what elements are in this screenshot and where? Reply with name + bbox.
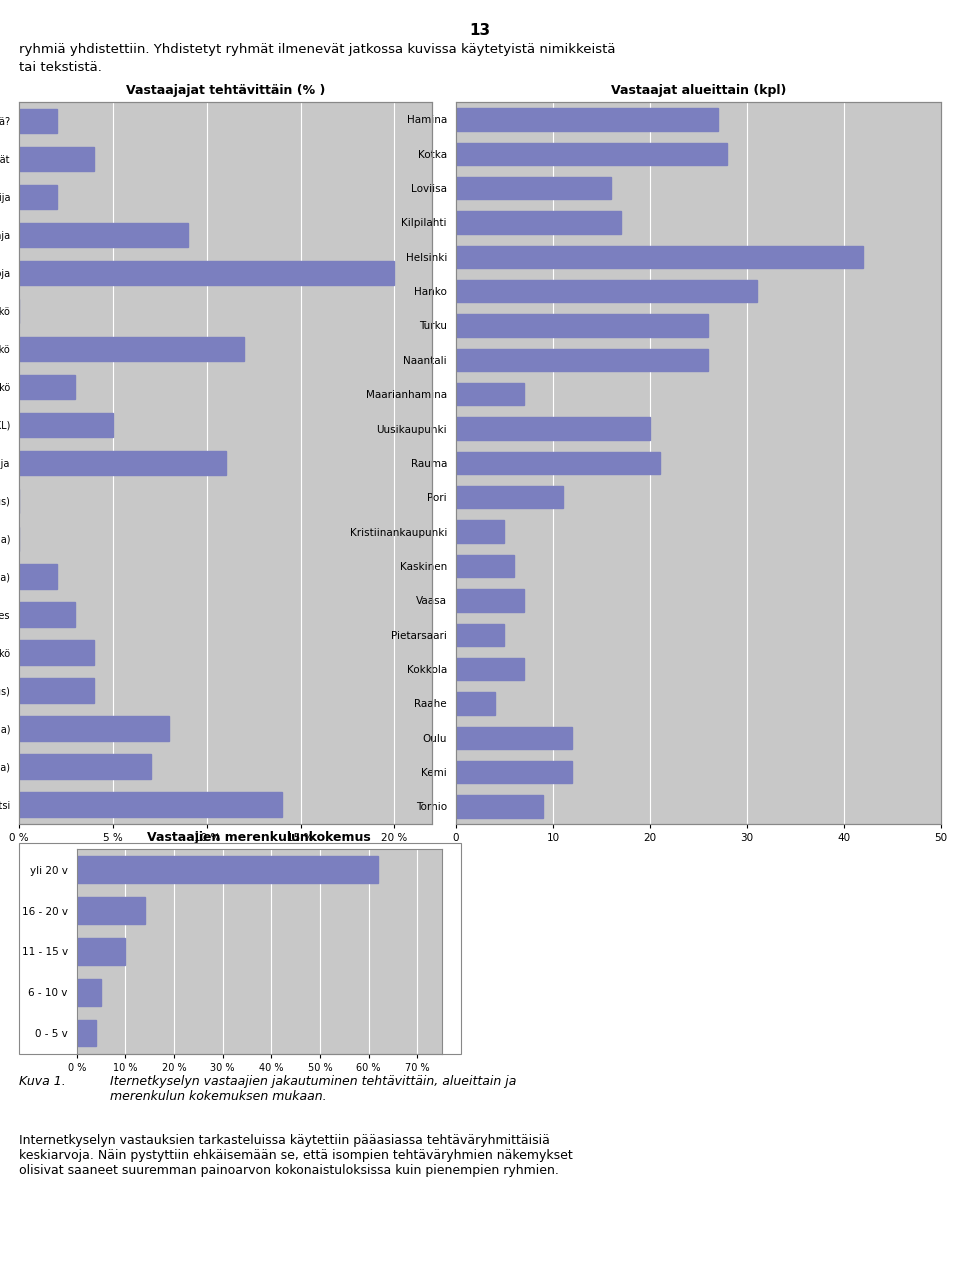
Bar [77, 898, 145, 923]
Bar [456, 761, 572, 783]
Bar [456, 589, 524, 612]
Bar [19, 564, 57, 589]
Bar [456, 109, 718, 130]
Text: tai tekstistä.: tai tekstistä. [19, 61, 102, 74]
Text: Iternetkyselyn vastaajien jakautuminen tehtävittäin, alueittain ja
merenkulun ko: Iternetkyselyn vastaajien jakautuminen t… [110, 1075, 516, 1103]
Bar [456, 796, 543, 817]
Title: Vastaajat alueittain (kpl): Vastaajat alueittain (kpl) [611, 84, 786, 97]
Bar [456, 383, 524, 405]
Bar [456, 452, 660, 474]
Bar [19, 678, 94, 704]
Bar [456, 658, 524, 681]
Bar [19, 603, 76, 627]
Text: Internetkyselyn vastauksien tarkasteluissa käytettiin pääasiassa tehtäväryhmittä: Internetkyselyn vastauksien tarkasteluis… [19, 1134, 573, 1177]
Bar [456, 418, 650, 439]
Bar [456, 211, 621, 234]
Bar [19, 755, 151, 779]
Bar [456, 554, 515, 577]
Text: 13: 13 [469, 23, 491, 38]
Bar [456, 623, 505, 646]
Bar [456, 178, 612, 199]
Bar [456, 692, 494, 715]
Bar [19, 792, 282, 817]
Bar [456, 521, 505, 543]
Bar [77, 939, 126, 964]
Bar [19, 374, 76, 400]
Bar [19, 451, 226, 475]
Bar [77, 857, 378, 882]
Title: Vastaajien merenkulunkokemus: Vastaajien merenkulunkokemus [147, 831, 372, 844]
Bar [456, 487, 563, 508]
Bar [19, 412, 113, 437]
Bar [456, 280, 756, 303]
Bar [19, 261, 395, 285]
Bar [77, 1020, 96, 1046]
Text: ryhmiä yhdistettiin. Yhdistetyt ryhmät ilmenevät jatkossa kuvissa käytetyistä ni: ryhmiä yhdistettiin. Yhdistetyt ryhmät i… [19, 43, 615, 56]
Bar [456, 349, 708, 372]
Bar [456, 727, 572, 748]
Bar [77, 979, 101, 1005]
Bar [19, 337, 245, 361]
Bar [19, 147, 94, 171]
Bar [19, 185, 57, 209]
Bar [456, 314, 708, 337]
Bar [19, 716, 169, 741]
Bar [19, 222, 188, 248]
Bar [19, 641, 94, 665]
Bar [19, 109, 57, 134]
Bar [456, 143, 728, 165]
Title: Vastaajajat tehtävittäin (% ): Vastaajajat tehtävittäin (% ) [126, 84, 325, 97]
Text: Kuva 1.: Kuva 1. [19, 1075, 66, 1088]
Bar [456, 245, 863, 268]
